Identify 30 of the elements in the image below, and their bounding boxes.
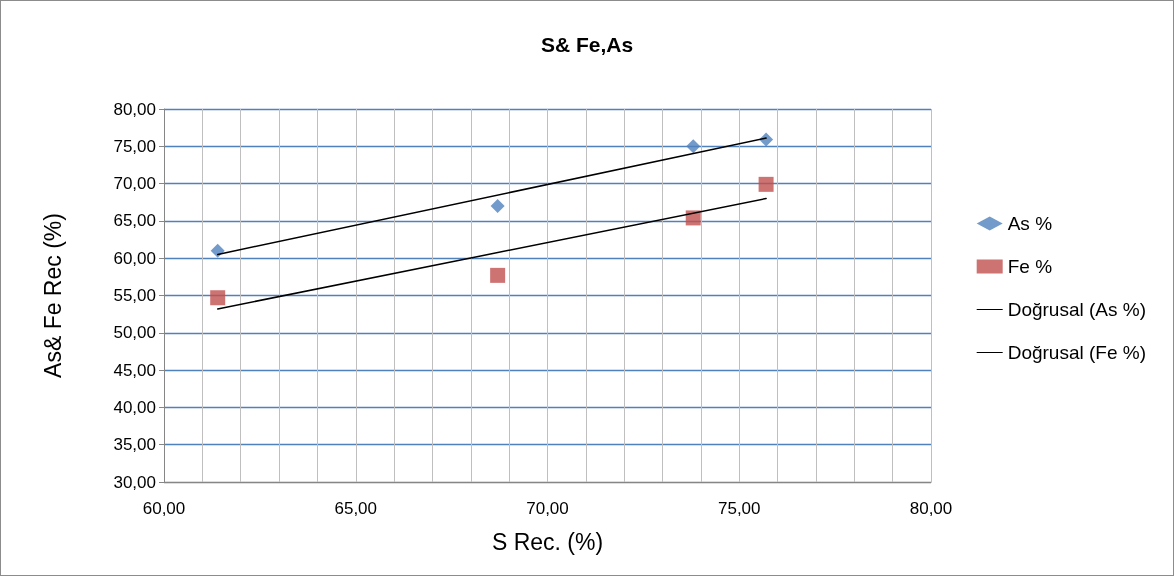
point: [685, 210, 701, 226]
y-tick-label: 60,00: [113, 248, 156, 268]
y-tick-label: 50,00: [113, 323, 156, 343]
y-tick-label: 70,00: [113, 174, 156, 194]
legend-label: As %: [1007, 213, 1053, 234]
point: [758, 176, 774, 192]
x-tick-label: 80,00: [909, 499, 953, 518]
y-tick-label: 45,00: [113, 360, 156, 380]
point: [210, 290, 226, 306]
y-tick-label: 65,00: [113, 211, 156, 231]
y-tick-label: 80,00: [113, 99, 156, 119]
x-tick-label: 70,00: [526, 499, 569, 518]
y-tick-label: 40,00: [113, 397, 156, 417]
point: [686, 139, 701, 154]
chart-title: S& Fe,As: [540, 33, 634, 56]
point: [490, 198, 505, 213]
y-tick-label: 35,00: [113, 435, 156, 455]
y-tick-label: 55,00: [113, 286, 156, 305]
point: [490, 267, 506, 283]
x-tick-label: 60,00: [142, 499, 186, 518]
legend-label: Doğrusal (Fe %): [1007, 342, 1147, 363]
y-axis-title: As& Fe Rec (%): [39, 213, 66, 378]
x-tick-label: 75,00: [717, 499, 761, 518]
x-tick-label: 65,00: [334, 499, 378, 518]
legend-label: Doğrusal (As %): [1007, 299, 1147, 320]
y-tick-label: 75,00: [113, 136, 156, 156]
legend-label: Fe %: [1007, 256, 1053, 277]
y-tick-label: 30,00: [113, 472, 156, 492]
x-axis-title: S Rec. (%): [491, 528, 604, 555]
point: [210, 243, 225, 258]
